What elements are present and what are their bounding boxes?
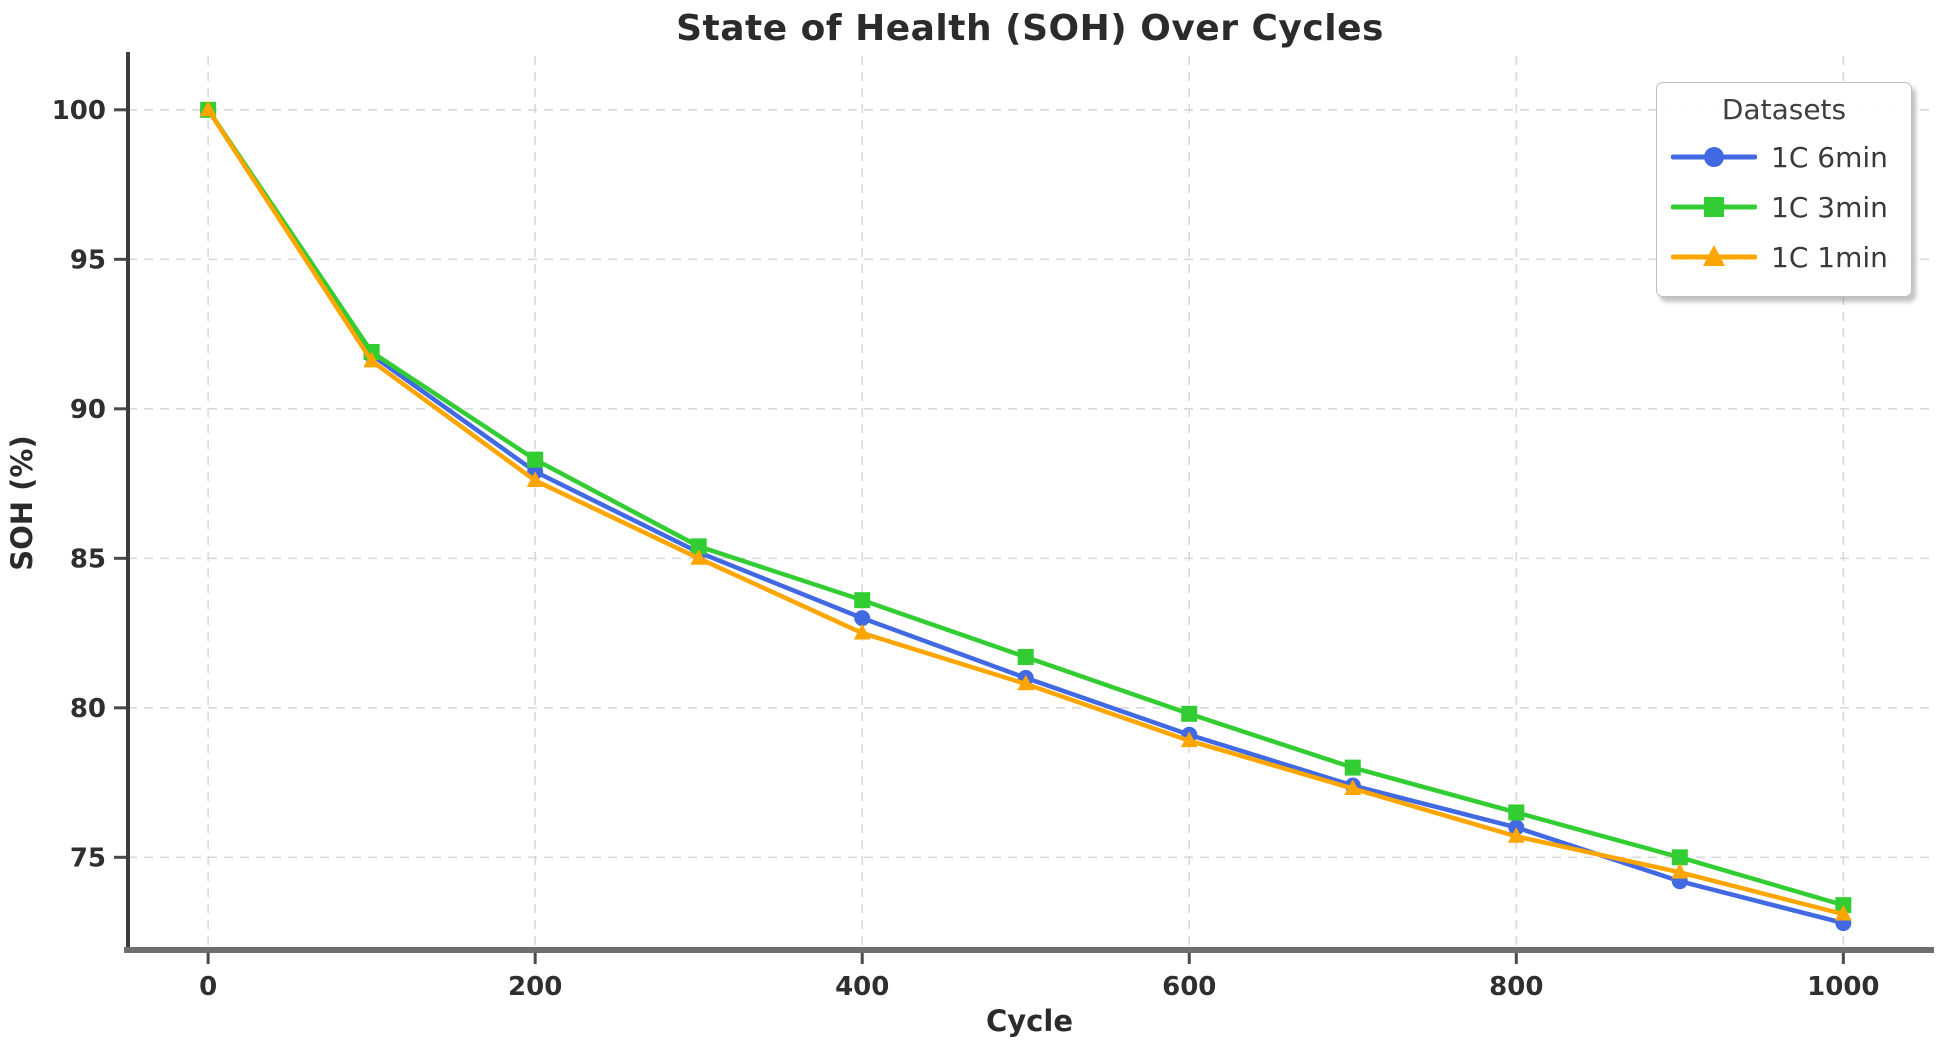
y-axis-label: SOH (%)	[5, 435, 39, 571]
data-point-1c-3min	[1344, 759, 1361, 776]
data-point-1c-1min	[526, 471, 544, 487]
series-line-1c-1min	[205, 107, 1846, 917]
data-point-1c-1min	[853, 623, 871, 640]
data-point-1c-1min	[1834, 904, 1852, 921]
y-tick-label: 95	[70, 245, 106, 275]
legend-item-label: 1C 6min	[1771, 140, 1888, 174]
data-point-1c-1min	[1507, 827, 1525, 843]
legend-item-1c-3min: 1C 3min	[1671, 182, 1897, 232]
triangle-icon	[1703, 245, 1725, 266]
y-tick-label: 100	[52, 96, 106, 126]
data-point-1c-3min	[1508, 804, 1525, 821]
x-tick-label: 1000	[1807, 972, 1879, 1002]
y-tick-label: 75	[70, 843, 106, 873]
x-tick-label: 200	[508, 972, 562, 1002]
data-point-1c-3min	[690, 538, 707, 555]
x-tick-label: 800	[1489, 972, 1543, 1002]
x-tick-label: 600	[1162, 972, 1216, 1002]
triangle-marker-swatch	[1671, 245, 1757, 266]
data-point-1c-1min	[199, 100, 217, 117]
x-tick-label: 400	[835, 972, 889, 1002]
legend-item-label: 1C 1min	[1771, 240, 1888, 274]
series-line-1c-6min	[205, 107, 1846, 926]
y-tick-label: 85	[70, 544, 106, 574]
legend: Datasets 1C 6min 1C 3min 1C 1min	[1656, 82, 1912, 297]
y-tick-label: 90	[70, 395, 106, 425]
circle-icon	[1704, 147, 1724, 167]
x-tick-label: 0	[199, 972, 217, 1002]
chart-title: State of Health (SOH) Over Cycles	[676, 8, 1384, 49]
data-point-1c-3min	[854, 592, 871, 609]
legend-item-1c-6min: 1C 6min	[1671, 132, 1897, 182]
x-axis-label: Cycle	[986, 1004, 1073, 1038]
data-point-1c-3min	[1181, 705, 1198, 722]
data-point-1c-1min	[1017, 674, 1035, 691]
data-point-1c-3min	[1671, 849, 1688, 866]
square-marker-swatch	[1671, 197, 1757, 217]
series-line-1c-3min	[205, 107, 1846, 908]
data-point-1c-3min	[527, 451, 544, 468]
legend-items: 1C 6min 1C 3min 1C 1min	[1671, 132, 1897, 282]
legend-title: Datasets	[1721, 93, 1847, 126]
square-icon	[1704, 197, 1724, 217]
legend-item-label: 1C 3min	[1771, 190, 1888, 224]
circle-marker-swatch	[1671, 147, 1757, 167]
data-point-1c-3min	[1017, 648, 1034, 665]
data-point-1c-1min	[1671, 863, 1689, 879]
data-point-1c-1min	[1180, 731, 1198, 748]
data-point-1c-6min	[854, 610, 871, 627]
y-tick-label: 80	[70, 694, 106, 724]
data-point-1c-1min	[363, 351, 381, 368]
data-point-1c-1min	[1344, 779, 1362, 795]
data-point-1c-1min	[690, 549, 708, 565]
legend-item-1c-1min: 1C 1min	[1671, 232, 1897, 282]
